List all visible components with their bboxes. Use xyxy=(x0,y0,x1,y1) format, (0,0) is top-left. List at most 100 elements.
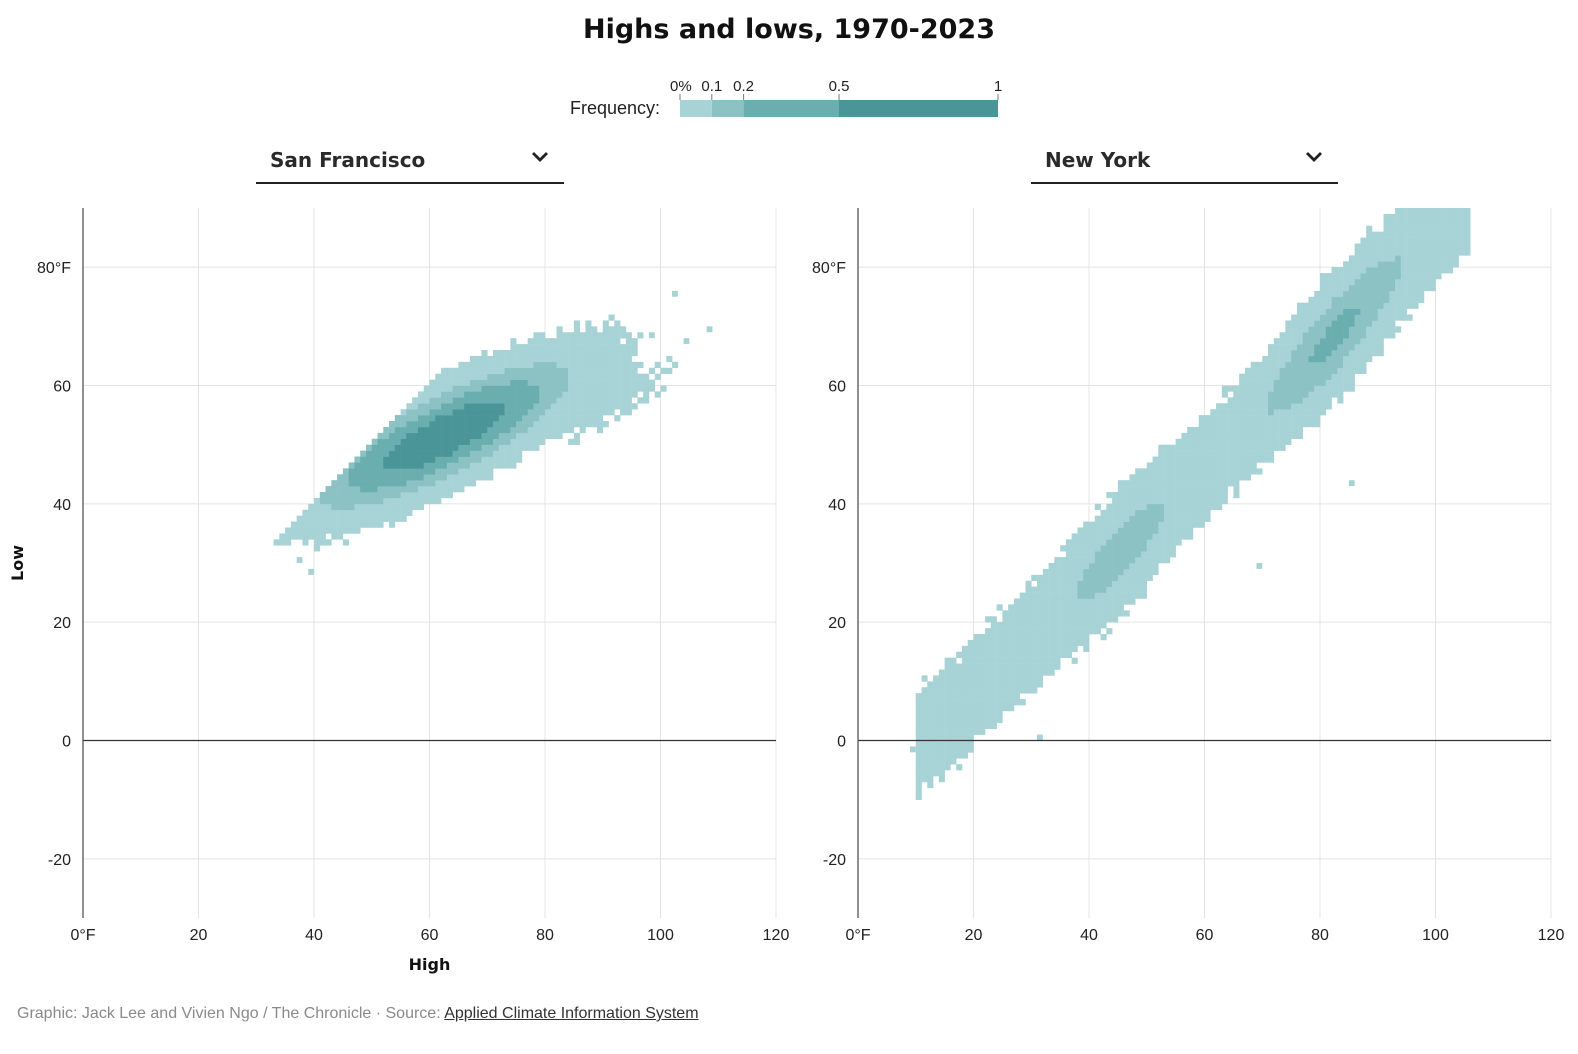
heatmap-cell xyxy=(1037,657,1044,664)
heatmap-cell xyxy=(469,391,476,398)
heatmap-cell xyxy=(1123,592,1130,599)
heatmap-cell xyxy=(568,379,575,386)
heatmap-cell xyxy=(1308,332,1315,339)
heatmap-cell xyxy=(973,639,980,647)
heatmap-cell xyxy=(1031,687,1038,694)
heatmap-cell xyxy=(1343,302,1350,309)
heatmap-cell xyxy=(475,409,482,416)
heatmap-cell xyxy=(1291,385,1298,392)
heatmap-cell xyxy=(1129,533,1136,540)
heatmap-cell xyxy=(1244,391,1251,398)
heatmap-cell xyxy=(1296,361,1303,369)
heatmap-cell xyxy=(469,474,476,481)
heatmap-cell xyxy=(504,426,511,434)
heatmap-cell xyxy=(360,521,367,528)
heatmap-cell xyxy=(973,657,980,664)
heatmap-cell xyxy=(1348,350,1355,357)
heatmap-cell xyxy=(493,409,500,416)
heatmap-cell xyxy=(417,486,425,493)
heatmap-cell xyxy=(493,385,500,392)
heatmap-cell xyxy=(389,515,396,522)
heatmap-cell xyxy=(1198,474,1205,481)
heatmap-cell xyxy=(504,444,511,451)
source-link[interactable]: Applied Climate Information System xyxy=(444,1005,699,1022)
heatmap-cell xyxy=(1008,634,1015,641)
heatmap-cell xyxy=(510,456,517,463)
heatmap-cell xyxy=(516,350,523,357)
heatmap-cell xyxy=(1406,261,1413,268)
heatmap-cell xyxy=(1204,462,1211,469)
heatmap-cell xyxy=(487,355,494,363)
heatmap-cell xyxy=(1435,237,1442,244)
heatmap-cell xyxy=(1262,361,1269,369)
heatmap-cell xyxy=(510,432,517,440)
heatmap-cell xyxy=(1204,468,1211,475)
heatmap-cell xyxy=(967,716,974,724)
heatmap-cell xyxy=(389,444,396,451)
heatmap-cell xyxy=(1152,563,1159,570)
heatmap-cell xyxy=(458,397,465,404)
heatmap-cell xyxy=(1100,622,1107,629)
heatmap-cell xyxy=(1112,598,1119,605)
heatmap-cell xyxy=(423,468,430,475)
heatmap-cell xyxy=(921,776,928,783)
heatmap-cell xyxy=(1256,438,1263,445)
heatmap-cell xyxy=(1135,527,1142,534)
heatmap-cell xyxy=(1337,302,1344,309)
heatmap-cell xyxy=(1204,492,1211,499)
heatmap-cell xyxy=(446,421,453,428)
heatmap-cell xyxy=(406,450,413,457)
heatmap-cell xyxy=(568,344,575,351)
heatmap-cell xyxy=(1325,326,1332,333)
heatmap-cell xyxy=(1337,373,1344,380)
heatmap-cell xyxy=(1458,219,1465,227)
heatmap-cell xyxy=(1377,249,1384,256)
heatmap-cell xyxy=(643,379,650,386)
heatmap-cell xyxy=(469,480,476,487)
heatmap-cell xyxy=(469,403,476,410)
heatmap-cell xyxy=(1025,628,1032,635)
heatmap-cell xyxy=(933,722,940,729)
heatmap-cell xyxy=(1094,563,1101,570)
heatmap-cell xyxy=(654,391,661,398)
heatmap-cell xyxy=(1256,421,1263,428)
heatmap-cell xyxy=(927,734,934,741)
heatmap-cell xyxy=(441,421,448,428)
heatmap-cell xyxy=(1239,432,1246,440)
heatmap-cell xyxy=(1256,403,1263,410)
heatmap-cell xyxy=(1181,533,1188,540)
heatmap-cell xyxy=(1354,243,1361,250)
heatmap-cell xyxy=(1291,421,1298,428)
city-dropdown-right[interactable]: New York xyxy=(1031,140,1338,184)
heatmap-cell xyxy=(1429,267,1436,274)
heatmap-cell xyxy=(1031,663,1038,670)
city-dropdown-left-value: San Francisco xyxy=(270,148,426,172)
heatmap-cell xyxy=(504,438,511,445)
heatmap-cell xyxy=(441,456,448,463)
heatmap-cell xyxy=(371,468,378,475)
heatmap-cell xyxy=(1418,237,1425,244)
city-dropdown-left[interactable]: San Francisco xyxy=(256,140,564,184)
heatmap-cell xyxy=(1244,397,1251,404)
heatmap-cell xyxy=(1435,249,1442,256)
heatmap-cell xyxy=(1429,219,1436,227)
heatmap-cell xyxy=(1244,409,1251,416)
heatmap-cell xyxy=(545,367,552,374)
heatmap-cell xyxy=(1354,361,1361,369)
heatmap-cell xyxy=(1285,426,1292,434)
heatmap-cell xyxy=(1129,527,1136,534)
heatmap-cell xyxy=(1458,243,1465,250)
heatmap-cell xyxy=(1192,426,1200,434)
heatmap-cell xyxy=(967,734,974,741)
heatmap-cell xyxy=(498,426,505,434)
heatmap-cell xyxy=(1008,616,1015,623)
heatmap-cell xyxy=(1077,598,1084,605)
heatmap-cell xyxy=(1354,267,1361,274)
heatmap-cell xyxy=(417,426,425,434)
heatmap-cell xyxy=(1135,497,1142,505)
heatmap-cell xyxy=(1348,338,1355,345)
heatmap-cell xyxy=(1296,373,1303,380)
heatmap-cell xyxy=(996,716,1003,724)
heatmap-cell xyxy=(1164,557,1171,564)
heatmap-cell xyxy=(1418,284,1425,292)
